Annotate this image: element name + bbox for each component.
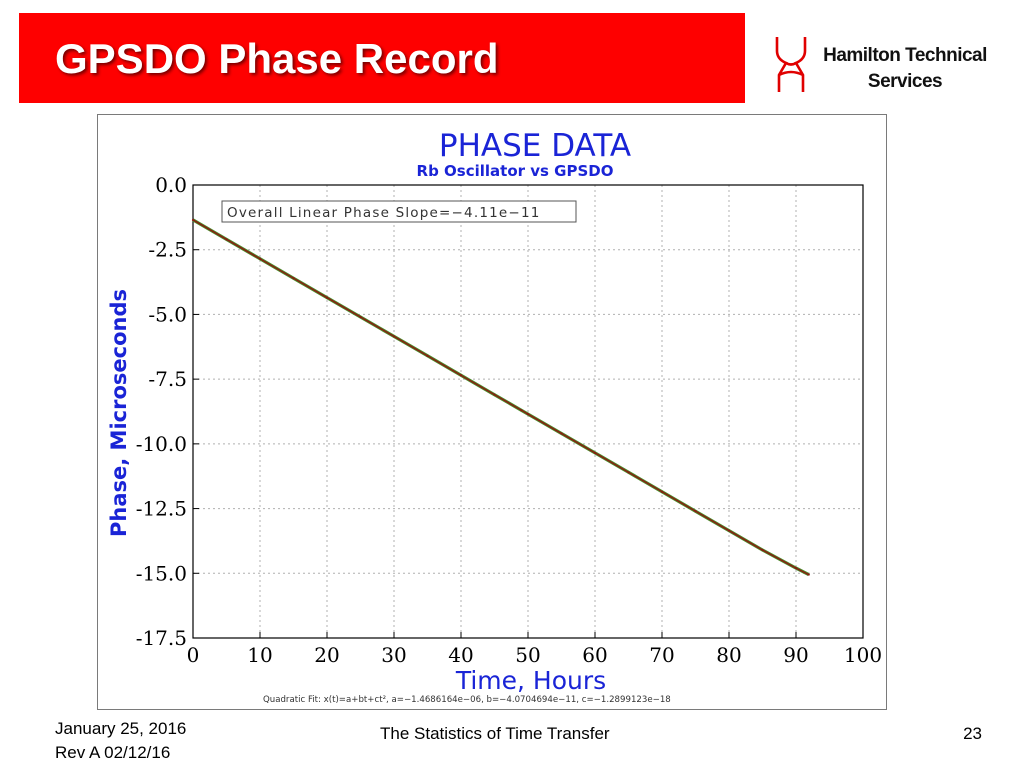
series-point — [727, 529, 731, 532]
chart-title: PHASE DATA — [439, 128, 631, 164]
x-tick-label: 60 — [582, 643, 607, 667]
series-point — [526, 412, 530, 416]
footer-title: The Statistics of Time Transfer — [380, 724, 610, 743]
x-axis-label: Time, Hours — [455, 666, 606, 695]
y-axis-label: Phase, Microseconds — [107, 289, 131, 537]
series-point — [694, 510, 697, 513]
x-tick-label: 70 — [649, 643, 674, 667]
y-tick-label: -15.0 — [136, 561, 187, 585]
series-point — [292, 277, 295, 280]
series-point — [392, 335, 396, 338]
x-tick-label: 20 — [314, 643, 339, 667]
y-tick-label: 0.0 — [155, 173, 187, 197]
series-point — [359, 315, 362, 319]
company-line-1: Hamilton Technical — [823, 45, 987, 66]
chart-frame: 0 10 20 30 40 50 60 70 80 90 100 0.0 -2.5 -5.0 -7.5 -10… — [97, 114, 887, 710]
series-point — [225, 238, 228, 241]
x-tick-label: 80 — [716, 643, 741, 667]
plot-area — [192, 184, 864, 639]
x-tick-label: 50 — [515, 643, 540, 667]
x-tick-label: 90 — [783, 643, 808, 667]
y-tick-label: -5.0 — [148, 302, 187, 326]
series-point — [560, 432, 563, 435]
fit-note: Quadratic Fit: x(t)=a+bt+ct², a=−1.46861… — [263, 695, 671, 705]
series-point — [660, 490, 664, 493]
footer-date-block: January 25, 2016 Rev A 02/12/16 — [55, 717, 186, 765]
y-tick-label: -10.0 — [136, 432, 187, 456]
chart-subtitle: Rb Oscillator vs GPSDO — [417, 162, 614, 180]
series-point — [807, 573, 810, 576]
series-point — [426, 354, 429, 357]
footer-date: January 25, 2016 — [55, 719, 187, 738]
footer-revision: Rev A 02/12/16 — [55, 743, 171, 762]
series-point — [593, 451, 597, 455]
x-tick-label: 10 — [247, 643, 272, 667]
chart-grid — [192, 184, 864, 639]
annotation-box — [221, 200, 577, 223]
x-tick-label: 30 — [381, 643, 406, 667]
company-name: Hamilton Technical Services — [810, 43, 1000, 95]
hts-logo-icon — [775, 37, 807, 92]
company-line-2: Services — [867, 71, 943, 92]
series-layer — [191, 218, 810, 577]
title-bar: GPSDO Phase Record — [19, 13, 745, 103]
series-point — [325, 296, 329, 299]
series-point — [627, 471, 630, 474]
series-point — [794, 567, 798, 570]
slide-title: GPSDO Phase Record — [55, 35, 499, 82]
y-tick-label: -17.5 — [136, 626, 187, 650]
y-tick-label: -7.5 — [148, 367, 187, 391]
x-tick-label: 100 — [844, 643, 882, 667]
y-tick-label: -12.5 — [136, 497, 187, 521]
series-point — [761, 548, 764, 552]
series-point — [493, 393, 496, 396]
y-tick-label: -2.5 — [148, 238, 187, 262]
x-tick-label: 0 — [187, 643, 200, 667]
x-tick-label: 40 — [448, 643, 473, 667]
series-point — [520, 409, 523, 412]
tick-labels: 0 10 20 30 40 50 60 70 80 90 100 0.0 -2.5 -5.0 -7.5 -10… — [136, 173, 882, 667]
series-point — [258, 257, 262, 260]
page-number: 23 — [963, 724, 982, 743]
phase-chart: 0 10 20 30 40 50 60 70 80 90 100 0.0 -2.5 -5.0 -7.5 -10… — [107, 128, 882, 705]
series-point — [191, 218, 195, 222]
slope-annotation: Overall Linear Phase Slope=−4.11e−11 — [227, 205, 541, 221]
series-point — [459, 374, 463, 377]
